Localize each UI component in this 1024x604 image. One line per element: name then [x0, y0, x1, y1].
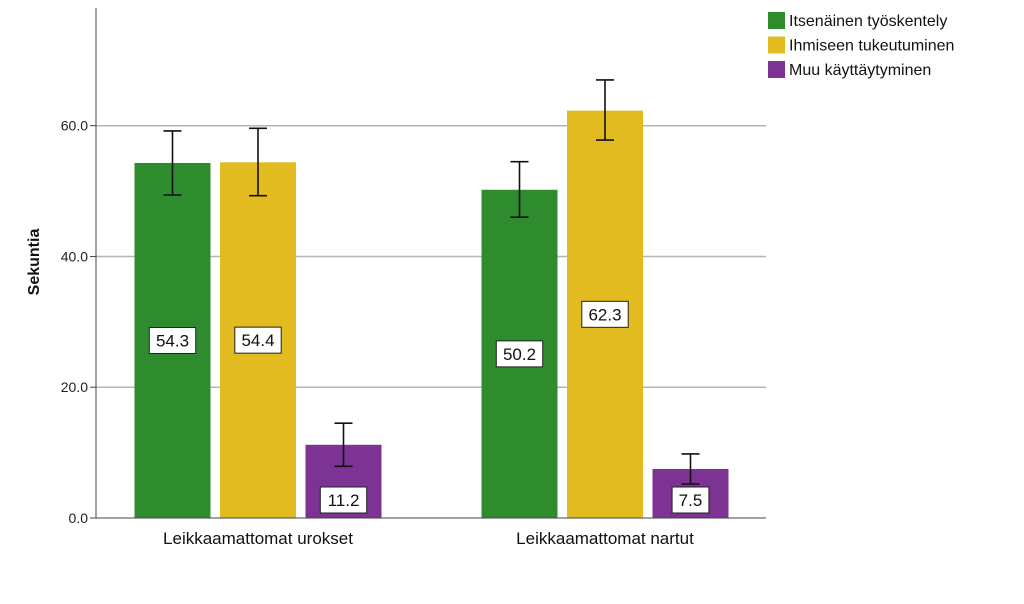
legend: Itsenäinen työskentely Ihmiseen tukeutumi… — [768, 12, 954, 79]
y-axis-label: Sekuntia — [26, 229, 43, 296]
axes: 0.0 20.0 40.0 60.0 Leikkaamattomat urokset Le… — [61, 8, 766, 548]
legend-label: Muu käyttäytyminen — [789, 62, 931, 79]
data-label-box — [581, 300, 629, 328]
data-label: 7.5 — [679, 491, 703, 510]
data-label-box — [495, 340, 544, 368]
y-tick-label: 20.0 — [61, 379, 88, 395]
data-label-box — [671, 486, 710, 514]
data-label: 62.3 — [588, 305, 621, 324]
y-tick-label: 60.0 — [61, 118, 88, 134]
data-label: 50.2 — [503, 345, 536, 364]
legend-swatch — [768, 61, 785, 78]
x-category-label: Leikkaamattomat nartut — [516, 529, 694, 548]
data-label: 54.3 — [156, 331, 189, 350]
data-label-box — [319, 486, 368, 514]
data-label: 54.4 — [241, 331, 274, 350]
error-bars — [163, 79, 700, 485]
data-labels: 54.3 54.4 11.2 50.2 62.3 7.5 — [148, 300, 710, 514]
data-label-box — [234, 326, 282, 354]
legend-swatch — [768, 12, 785, 29]
y-tick-label: 0.0 — [69, 510, 89, 526]
data-label: 11.2 — [328, 491, 360, 510]
bars — [134, 110, 729, 519]
x-category-label: Leikkaamattomat urokset — [163, 529, 353, 548]
legend-label: Ihmiseen tukeutuminen — [789, 38, 954, 55]
legend-label: Itsenäinen työskentely — [789, 13, 947, 30]
data-label-box — [148, 326, 197, 354]
y-tick-label: 40.0 — [61, 248, 88, 264]
legend-swatch — [768, 36, 785, 54]
